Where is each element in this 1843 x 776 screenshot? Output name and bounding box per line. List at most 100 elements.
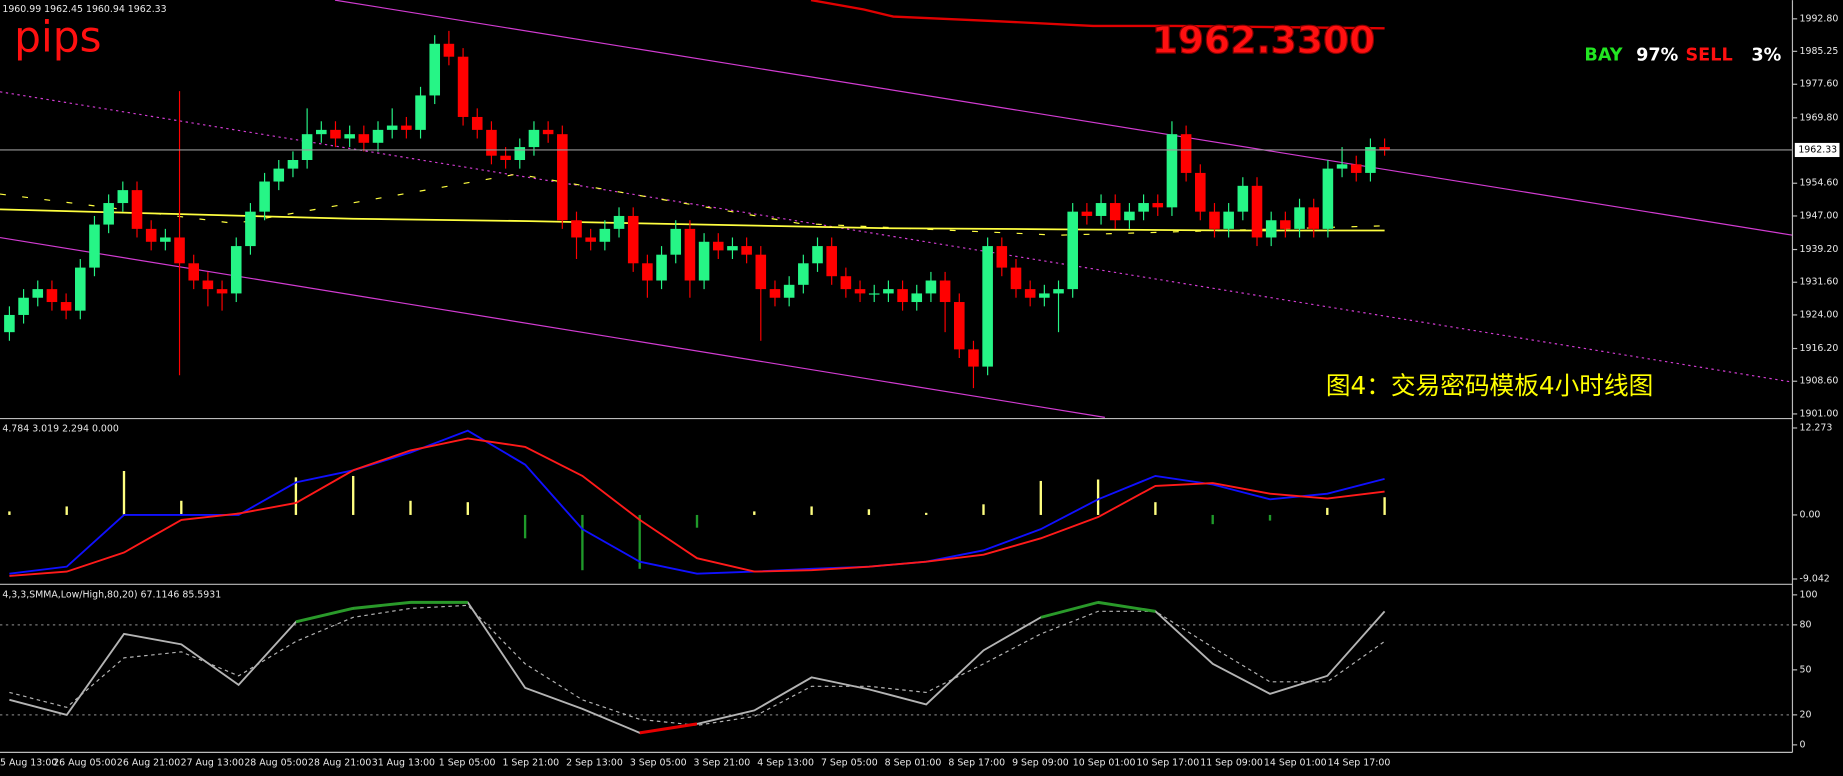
candle-body [1024, 289, 1036, 298]
candle-body [528, 129, 540, 148]
last-price-box [1794, 142, 1840, 158]
price-banner: 1962.3300 [1152, 18, 1376, 62]
y-tick-label: 1947.00 [1800, 210, 1839, 221]
y-tick-label: 20 [1800, 709, 1812, 720]
candle-body [301, 134, 313, 161]
candle-body [911, 293, 923, 303]
candle-body [18, 297, 29, 315]
candle-body [32, 289, 44, 298]
candle-body [160, 237, 171, 242]
x-tick-label: 28 Aug 21:00 [308, 757, 371, 768]
candle-body [386, 125, 398, 130]
candle-body [1124, 211, 1135, 221]
candle-body [287, 160, 299, 169]
x-tick-label: 10 Sep 17:00 [1137, 757, 1200, 768]
y-tick-label: 1908.60 [1800, 376, 1839, 387]
candle-body [1053, 289, 1064, 294]
candle-body [868, 293, 880, 295]
candle-body [613, 215, 625, 229]
candle-body [89, 224, 100, 268]
overlays [0, 0, 1793, 418]
x-tick-label: 27 Aug 13:00 [181, 757, 244, 768]
candle-body [131, 190, 143, 229]
candle-body [698, 241, 710, 281]
y-tick-label: 1939.20 [1800, 244, 1839, 255]
candle-body [188, 263, 199, 281]
candle-body [1237, 185, 1249, 212]
x-tick-label: 7 Sep 05:00 [821, 757, 878, 768]
zone-segment [1040, 600, 1099, 619]
x-tick-label: 10 Sep 01:00 [1073, 757, 1136, 768]
candle-body [486, 129, 497, 156]
candle-body [117, 190, 129, 204]
x-tick-label: 9 Sep 09:00 [1012, 757, 1069, 768]
candle-body [557, 134, 568, 221]
candle-body [1280, 220, 1291, 229]
candle-body [953, 302, 965, 350]
candle-body [514, 147, 526, 161]
header: 1960.99 1962.45 1960.94 1962.33 [2, 4, 166, 15]
candle-body [1379, 147, 1390, 150]
caption: 图4：交易密码模板4小时线图 [1326, 371, 1653, 400]
sell-value: 3% [1751, 45, 1781, 65]
candle-body [443, 43, 455, 57]
candle-body [358, 134, 370, 143]
candle-body [883, 289, 894, 294]
candle-body [1251, 185, 1263, 238]
candle-body [216, 289, 228, 294]
sell-label: SELL [1685, 45, 1732, 65]
zone-segment [639, 722, 698, 735]
y-tick-label: 1931.60 [1800, 277, 1839, 288]
x-tick-label: 3 Sep 05:00 [630, 757, 687, 768]
candle-body [783, 284, 795, 298]
x-tick-label: 26 Aug 05:00 [53, 757, 116, 768]
candle-body [897, 289, 908, 303]
x-tick-label: 3 Sep 21:00 [694, 757, 751, 768]
x-tick-label: 2 Sep 13:00 [566, 757, 623, 768]
x-tick-label: 1 Sep 05:00 [439, 757, 496, 768]
y-tick-label: 1977.60 [1800, 79, 1839, 90]
candle-body [854, 289, 866, 294]
candle-body [1209, 211, 1220, 229]
y-tick-label: 1901.00 [1800, 408, 1839, 419]
x-tick-label: 5 Aug 13:00 [0, 757, 57, 768]
candle-body [939, 280, 951, 303]
candle-body [727, 246, 738, 251]
candle-body [812, 246, 823, 264]
candle-body [1166, 134, 1178, 208]
candle-body [174, 237, 185, 264]
x-tick-label: 8 Sep 17:00 [948, 757, 1005, 768]
x-tick-label: 26 Aug 21:00 [117, 757, 180, 768]
candle-body [4, 314, 15, 333]
candle-body [1336, 164, 1348, 169]
candle-body [230, 246, 242, 294]
stoch-header: 4,3,3,SMMA,Low/High,80,20) 67.1146 85.59… [2, 589, 221, 600]
candle-body [741, 246, 752, 255]
zone-segment [353, 600, 411, 610]
candle-body [542, 129, 554, 135]
buy-value: 97% [1636, 45, 1679, 65]
zone-segment [1097, 600, 1156, 613]
candle-body [585, 237, 596, 242]
candle-body [1081, 211, 1093, 216]
candle-body [670, 228, 682, 255]
candle-body [1350, 164, 1362, 173]
indicator-line [9, 429, 1385, 575]
candle-body [46, 289, 58, 303]
x-tick-label: 1 Sep 21:00 [502, 757, 559, 768]
candle-body [627, 215, 639, 264]
candle-body [1010, 267, 1022, 290]
y-tick-label: 1985.25 [1800, 46, 1839, 57]
x-tick-label: 11 Sep 09:00 [1200, 757, 1263, 768]
candle-body [500, 155, 511, 161]
candle-body [273, 168, 285, 182]
candle-body [372, 129, 384, 143]
y-tick-label: 1954.60 [1800, 178, 1839, 189]
candle-body [316, 129, 327, 135]
candle-body [996, 246, 1008, 268]
candle-body [712, 241, 724, 251]
candle-body [1294, 207, 1305, 229]
y-tick-label: 80 [1800, 619, 1812, 630]
x-tick-label: 28 Aug 05:00 [244, 757, 307, 768]
